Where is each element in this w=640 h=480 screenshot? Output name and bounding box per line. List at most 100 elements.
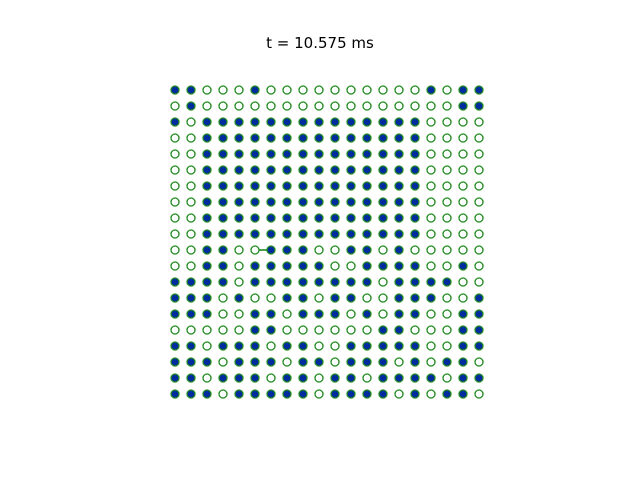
site-empty	[171, 262, 179, 270]
site-empty	[379, 86, 387, 94]
site-occupied	[171, 118, 179, 126]
site-occupied	[251, 230, 259, 238]
site-occupied	[235, 166, 243, 174]
site-occupied	[267, 326, 275, 334]
site-empty	[427, 230, 435, 238]
site-empty	[443, 262, 451, 270]
site-occupied	[347, 166, 355, 174]
site-empty	[219, 390, 227, 398]
site-empty	[171, 134, 179, 142]
site-occupied	[299, 294, 307, 302]
site-occupied	[315, 118, 323, 126]
site-empty	[427, 358, 435, 366]
site-occupied	[299, 118, 307, 126]
site-occupied	[299, 198, 307, 206]
site-empty	[475, 278, 483, 286]
site-occupied	[379, 342, 387, 350]
site-empty	[187, 182, 195, 190]
site-occupied	[363, 182, 371, 190]
site-occupied	[315, 182, 323, 190]
site-occupied	[219, 198, 227, 206]
site-occupied	[203, 390, 211, 398]
site-empty	[459, 150, 467, 158]
site-empty	[443, 150, 451, 158]
site-occupied	[299, 134, 307, 142]
site-occupied	[283, 134, 291, 142]
site-empty	[283, 326, 291, 334]
site-empty	[219, 102, 227, 110]
site-empty	[443, 198, 451, 206]
site-empty	[475, 134, 483, 142]
site-empty	[171, 198, 179, 206]
site-occupied	[395, 310, 403, 318]
site-empty	[363, 374, 371, 382]
site-empty	[283, 102, 291, 110]
site-occupied	[299, 342, 307, 350]
site-occupied	[267, 310, 275, 318]
site-occupied	[411, 134, 419, 142]
site-occupied	[299, 230, 307, 238]
site-empty	[427, 198, 435, 206]
site-occupied	[203, 198, 211, 206]
site-occupied	[283, 198, 291, 206]
site-empty	[475, 118, 483, 126]
site-empty	[427, 262, 435, 270]
site-occupied	[411, 118, 419, 126]
site-empty	[363, 86, 371, 94]
site-empty	[475, 214, 483, 222]
site-occupied	[251, 166, 259, 174]
site-occupied	[347, 390, 355, 398]
site-occupied	[315, 358, 323, 366]
site-occupied	[379, 326, 387, 334]
site-occupied	[395, 262, 403, 270]
site-occupied	[427, 374, 435, 382]
site-empty	[267, 374, 275, 382]
site-occupied	[251, 214, 259, 222]
site-empty	[315, 326, 323, 334]
site-occupied	[411, 182, 419, 190]
site-occupied	[395, 198, 403, 206]
site-occupied	[283, 150, 291, 158]
site-occupied	[395, 326, 403, 334]
site-occupied	[363, 342, 371, 350]
site-empty	[427, 342, 435, 350]
site-empty	[475, 390, 483, 398]
site-occupied	[235, 358, 243, 366]
site-occupied	[203, 118, 211, 126]
site-empty	[347, 86, 355, 94]
site-occupied	[427, 86, 435, 94]
site-occupied	[203, 358, 211, 366]
site-occupied	[331, 166, 339, 174]
site-empty	[187, 166, 195, 174]
site-occupied	[203, 294, 211, 302]
site-empty	[443, 326, 451, 334]
site-empty	[171, 326, 179, 334]
site-empty	[203, 374, 211, 382]
site-occupied	[475, 342, 483, 350]
site-empty	[443, 294, 451, 302]
site-occupied	[347, 246, 355, 254]
site-empty	[379, 310, 387, 318]
site-occupied	[347, 214, 355, 222]
site-occupied	[315, 278, 323, 286]
site-occupied	[171, 358, 179, 366]
site-occupied	[267, 230, 275, 238]
site-empty	[299, 102, 307, 110]
site-occupied	[283, 230, 291, 238]
site-occupied	[267, 134, 275, 142]
site-occupied	[395, 374, 403, 382]
site-empty	[251, 102, 259, 110]
site-occupied	[459, 390, 467, 398]
site-occupied	[171, 86, 179, 94]
site-occupied	[395, 182, 403, 190]
site-occupied	[187, 374, 195, 382]
site-occupied	[203, 166, 211, 174]
site-occupied	[235, 150, 243, 158]
site-occupied	[395, 134, 403, 142]
site-occupied	[283, 342, 291, 350]
site-occupied	[411, 310, 419, 318]
site-empty	[379, 294, 387, 302]
site-occupied	[459, 102, 467, 110]
site-empty	[459, 246, 467, 254]
site-empty	[427, 102, 435, 110]
